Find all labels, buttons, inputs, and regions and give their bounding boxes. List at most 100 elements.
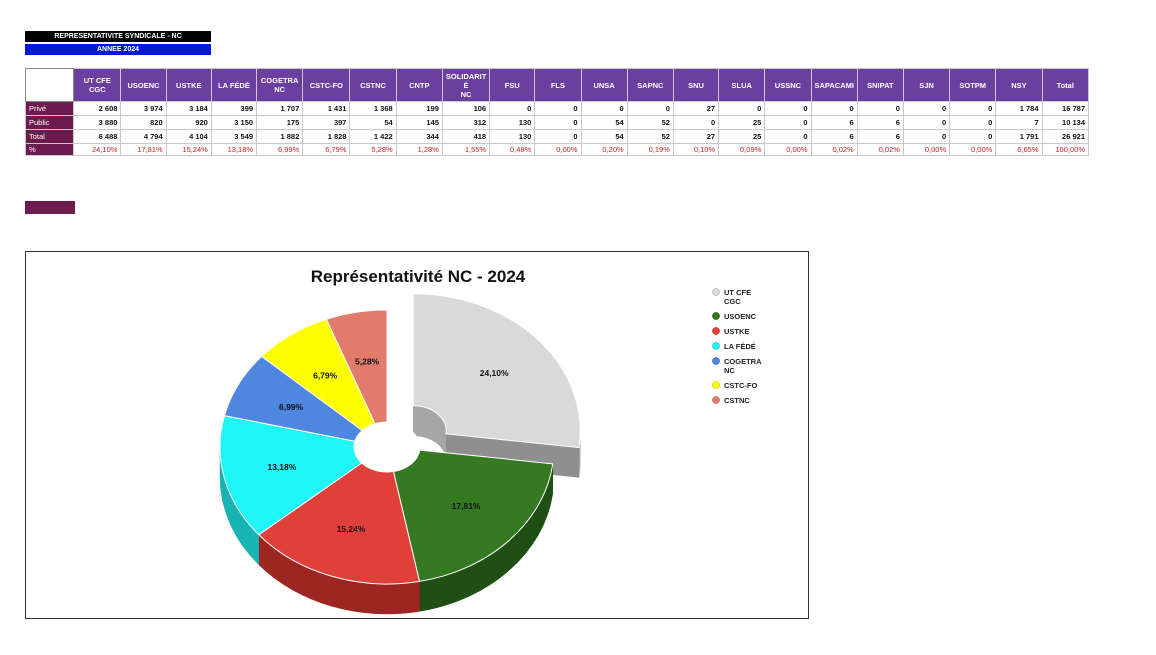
table-cell: 54 (580, 129, 628, 144)
legend-marker (712, 288, 720, 296)
column-header: SNIPAT (856, 68, 904, 102)
column-header: USTKE (165, 68, 212, 102)
table-cell: 6,99% (256, 143, 304, 156)
data-label: 13,18% (267, 462, 296, 472)
table-cell: 52 (626, 129, 674, 144)
column-header: UNSA (580, 68, 628, 102)
table-cell: 1 828 (302, 129, 351, 144)
legend-label: USOENC (724, 312, 757, 321)
table-cell: 0,00% (764, 143, 812, 156)
table-cell: 344 (395, 129, 443, 144)
table-cell: 24,10% (73, 143, 122, 156)
column-header: UT CFE CGC (73, 68, 122, 102)
table-cell: 0 (949, 101, 997, 116)
pie-slice-top (392, 449, 554, 582)
table-cell: 0,19% (626, 143, 674, 156)
table-cell: 0 (902, 129, 951, 144)
column-header: SOTPM (949, 68, 997, 102)
pie-slice: 15,24% (257, 462, 421, 615)
table-corner-cell (24, 68, 75, 102)
report-title: REPRESENTATIVITE SYNDICALE - NC (25, 31, 211, 42)
table-cell: 0 (764, 101, 812, 116)
column-header: FLS (534, 68, 582, 102)
table-cell: 1,28% (395, 143, 443, 156)
column-header: FSU (489, 68, 536, 102)
row-label: Public (24, 115, 75, 130)
table-cell: 1 882 (256, 129, 304, 144)
table-cell: 0,09% (718, 143, 766, 156)
table-cell: 1,55% (441, 143, 491, 156)
legend-label: COGETRA NC (724, 357, 762, 375)
table-cell: 130 (489, 129, 536, 144)
pie-chart: Représentativité NC - 2024 24,10% 17,81% 15… (219, 267, 762, 615)
table-cell: 13,18% (210, 143, 258, 156)
chart-title: Représentativité NC - 2024 (311, 267, 526, 286)
table-cell: 6,79% (302, 143, 351, 156)
table-cell: 16 787 (1041, 101, 1090, 116)
table-cell: 3 150 (210, 115, 258, 130)
table-cell: 820 (120, 115, 167, 130)
column-header: CSTNC (349, 68, 397, 102)
table-row: Privé 2 608 3 974 3 184 399 1 707 1 431 1 368 19… (24, 101, 1090, 116)
row-label: % (24, 143, 75, 156)
table-cell: 106 (441, 101, 491, 116)
table-cell: 0 (580, 101, 628, 116)
pie-slice: 24,10% (412, 293, 581, 478)
table-cell: 54 (580, 115, 628, 130)
table-cell: 0 (534, 101, 582, 116)
column-header: SAPACAMI (810, 68, 858, 102)
table-cell: 0,00% (534, 143, 582, 156)
column-header: SJN (902, 68, 951, 102)
column-header: CNTP (395, 68, 443, 102)
row-label: Privé (24, 101, 75, 116)
pie-slice-top (412, 293, 581, 449)
table-cell: 1 431 (302, 101, 351, 116)
table-cell: 6 (810, 115, 858, 130)
table-cell: 0 (534, 115, 582, 130)
table-cell: 0 (764, 129, 812, 144)
pie-chart-panel: Représentativité NC - 2024 24,10% 17,81% 15… (25, 251, 809, 619)
table-cell: 6 (856, 115, 904, 130)
table-cell: 0 (626, 101, 674, 116)
table-cell: 0 (718, 101, 766, 116)
table-cell: 100,00% (1041, 143, 1090, 156)
row-label: Total (24, 129, 75, 144)
column-header: USSNC (764, 68, 812, 102)
table-cell: 0 (902, 115, 951, 130)
table-cell: 0,20% (580, 143, 628, 156)
table-cell: 418 (441, 129, 491, 144)
table-cell: 0,10% (672, 143, 720, 156)
table-cell: 27 (672, 101, 720, 116)
table-cell: 15,24% (165, 143, 212, 156)
table-cell: 7 (995, 115, 1043, 130)
table-cell: 0,02% (810, 143, 858, 156)
table-cell: 0 (949, 115, 997, 130)
legend-marker (712, 357, 720, 365)
table-cell: 4 794 (120, 129, 167, 144)
table-cell: 0 (949, 129, 997, 144)
table-cell: 5,28% (349, 143, 397, 156)
legend-marker (712, 342, 720, 350)
table-cell: 6 (810, 129, 858, 144)
column-header: NSY (995, 68, 1043, 102)
table-row: % 24,10% 17,81% 15,24% 13,18% 6,99% 6,79% 5,28%… (24, 143, 1090, 156)
table-row: Public 3 880 820 920 3 150 175 397 54 145 312 130 0… (24, 115, 1090, 130)
legend-label: CSTNC (724, 396, 750, 405)
table-cell: 0 (856, 101, 904, 116)
column-header: SLUA (718, 68, 766, 102)
color-swatch (25, 201, 75, 214)
table-cell: 6 488 (73, 129, 122, 144)
table-cell: 0,02% (856, 143, 904, 156)
table-cell: 17,81% (120, 143, 167, 156)
report-year: ANNEE 2024 (25, 44, 211, 55)
table-cell: 3 549 (210, 129, 258, 144)
table-cell: 54 (349, 115, 397, 130)
table-cell: 312 (441, 115, 491, 130)
table-cell: 3 974 (120, 101, 167, 116)
column-header: SOLIDARIT É NC (441, 68, 491, 102)
table-cell: 6,65% (995, 143, 1043, 156)
table-cell: 1 707 (256, 101, 304, 116)
table-cell: 0 (672, 115, 720, 130)
table-header-row: UT CFE CGC USOENC USTKE LA FÉDÉ COGETRA NC CS… (24, 68, 1090, 102)
chart-legend: UT CFE CGC USOENC USTKE LA FÉDÉ COGETRA NC CSTC… (712, 288, 762, 405)
